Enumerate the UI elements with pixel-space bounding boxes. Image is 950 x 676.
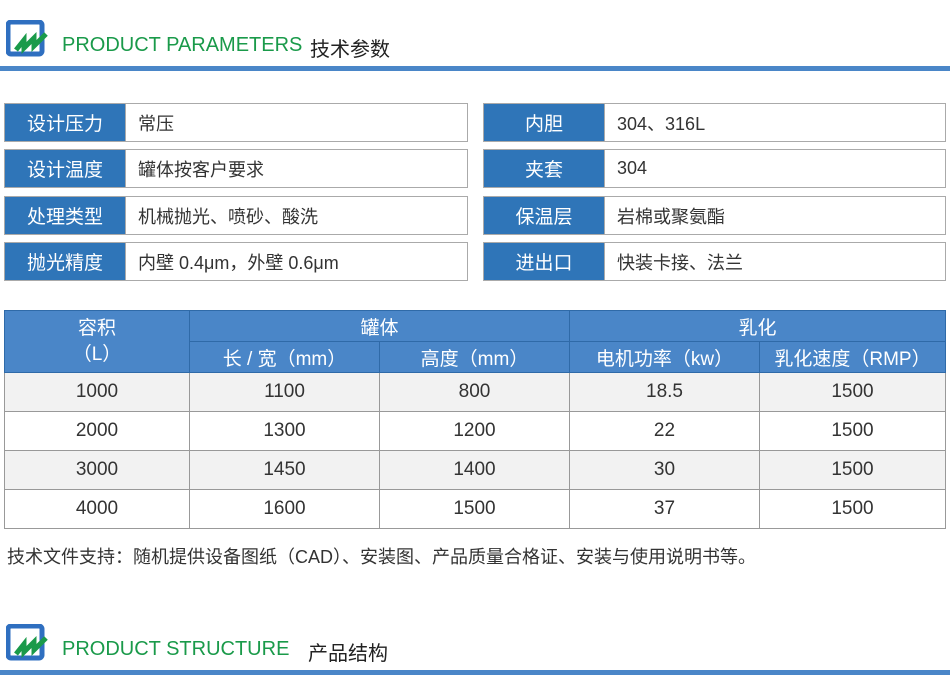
param-label: 处理类型 [4,196,125,235]
param-value: 常压 [125,103,468,142]
param-label: 设计压力 [4,103,125,142]
section-title-cn: 产品结构 [308,643,388,665]
param-value: 机械抛光、喷砂、酸洗 [125,196,468,235]
table-cell: 1300 [189,411,380,451]
specs-table: 容积 （L） 罐体 乳化 长 / 宽（mm） 高度（mm） 电机功率（kw） 乳化… [4,310,946,529]
param-label: 设计温度 [4,149,125,188]
table-cell: 1400 [379,450,570,490]
section-title-en: PRODUCT PARAMETERS [62,34,303,56]
param-label: 进出口 [483,242,604,281]
section-heading-parameters: PRODUCT PARAMETERS 技术参数 [0,12,950,72]
divider [0,66,950,71]
tech-docs-note: 技术文件支持：随机提供设备图纸（CAD）、安装图、产品质量合格证、安装与使用说明… [7,547,756,567]
param-value: 快装卡接、法兰 [604,242,946,281]
param-row: 夹套 304 [483,149,946,188]
brand-logo-icon [6,20,48,57]
param-value: 岩棉或聚氨酯 [604,196,946,235]
table-row: 3000 1450 1400 30 1500 [4,450,946,490]
header-tank: 罐体 [189,310,570,342]
brand-logo-icon [6,624,48,661]
table-row: 2000 1300 1200 22 1500 [4,411,946,451]
param-row: 处理类型 机械抛光、喷砂、酸洗 [4,196,468,235]
section-heading-structure: PRODUCT STRUCTURE 产品结构 [0,616,950,676]
param-value: 罐体按客户要求 [125,149,468,188]
table-cell: 3000 [4,450,190,490]
table-cell: 1500 [759,489,946,529]
table-cell: 1500 [759,372,946,412]
table-cell: 4000 [4,489,190,529]
table-cell: 37 [569,489,760,529]
table-cell: 30 [569,450,760,490]
table-cell: 1500 [759,411,946,451]
param-row: 进出口 快装卡接、法兰 [483,242,946,281]
table-cell: 1500 [759,450,946,490]
section-title-cn: 技术参数 [310,39,390,61]
table-cell: 1200 [379,411,570,451]
param-row: 设计温度 罐体按客户要求 [4,149,468,188]
param-label: 内胆 [483,103,604,142]
param-row: 保温层 岩棉或聚氨酯 [483,196,946,235]
section-title-en: PRODUCT STRUCTURE [62,638,290,660]
header-length-width: 长 / 宽（mm） [189,341,380,373]
header-motor-power: 电机功率（kw） [569,341,760,373]
param-row: 内胆 304、316L [483,103,946,142]
table-row: 1000 1100 800 18.5 1500 [4,372,946,412]
param-value: 304 [604,149,946,188]
param-label: 保温层 [483,196,604,235]
header-volume: 容积 （L） [4,310,190,373]
table-cell: 800 [379,372,570,412]
table-cell: 1500 [379,489,570,529]
param-label: 抛光精度 [4,242,125,281]
divider [0,670,950,675]
header-emulsify: 乳化 [569,310,946,342]
table-row: 4000 1600 1500 37 1500 [4,489,946,529]
table-cell: 1000 [4,372,190,412]
table-cell: 1600 [189,489,380,529]
table-cell: 18.5 [569,372,760,412]
param-label: 夹套 [483,149,604,188]
table-cell: 1100 [189,372,380,412]
table-cell: 1450 [189,450,380,490]
param-row: 设计压力 常压 [4,103,468,142]
param-value: 304、316L [604,103,946,142]
param-row: 抛光精度 内壁 0.4μm，外壁 0.6μm [4,242,468,281]
table-cell: 22 [569,411,760,451]
header-height: 高度（mm） [379,341,570,373]
param-value: 内壁 0.4μm，外壁 0.6μm [125,242,468,281]
header-emulsify-speed: 乳化速度（RMP） [759,341,946,373]
table-cell: 2000 [4,411,190,451]
